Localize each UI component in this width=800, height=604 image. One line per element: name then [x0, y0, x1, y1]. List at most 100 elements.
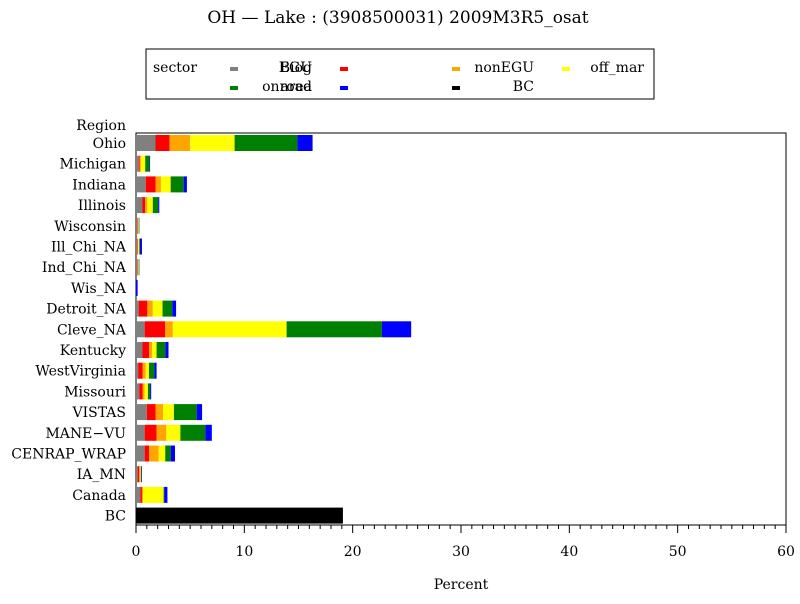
bar-detroit-na-off-mar	[153, 301, 163, 317]
bar-canada-egu	[140, 487, 142, 503]
y-tick-label-vistas: VISTAS	[71, 405, 126, 421]
bar-westvirginia-nonegu	[143, 363, 146, 379]
legend-label-nonegu: nonEGU	[474, 60, 534, 76]
bar-wisconsin-biog	[136, 218, 137, 234]
bar-mane-vu-off-mar	[166, 425, 180, 441]
bar-canada-off-mar	[143, 487, 164, 503]
legend-swatch-nonegu	[452, 67, 460, 71]
bar-vistas-area	[197, 404, 202, 420]
y-tick-label-cenrap-wrap: CENRAP_WRAP	[11, 447, 126, 463]
bar-canada-biog	[136, 487, 140, 503]
bar-canada-nonegu	[142, 487, 143, 503]
bar-wisconsin-nonegu	[138, 218, 139, 234]
y-tick-label-ohio: Ohio	[93, 136, 126, 152]
y-tick-label-wisconsin: Wisconsin	[54, 219, 126, 235]
bar-missouri-egu	[139, 383, 142, 399]
bar-ill-chi-na-egu	[137, 239, 138, 255]
bar-cleve-na-area	[382, 321, 411, 337]
bar-mane-vu-biog	[136, 425, 145, 441]
bar-cenrap-wrap-egu	[145, 446, 149, 462]
x-axis-label: Percent	[434, 577, 489, 593]
bar-kentucky-area	[165, 342, 168, 358]
bar-ill-chi-na-nonegu	[138, 239, 139, 255]
legend-swatch-onroad	[230, 86, 238, 90]
bar-bc-bc	[136, 508, 343, 524]
y-axis-label: Region	[76, 118, 126, 134]
bar-westvirginia-biog	[136, 363, 138, 379]
bar-kentucky-biog	[136, 342, 143, 358]
bar-westvirginia-off-mar	[146, 363, 149, 379]
bar-ia-mn-egu	[138, 466, 140, 482]
legend-swatch-egu	[340, 67, 348, 71]
bar-cenrap-wrap-nonegu	[149, 446, 159, 462]
bar-ind-chi-na-onroad	[139, 259, 140, 275]
bar-missouri-off-mar	[145, 383, 148, 399]
bar-ill-chi-na-off-mar	[138, 239, 139, 255]
bar-illinois-off-mar	[147, 197, 152, 213]
bar-ind-chi-na-biog	[136, 259, 137, 275]
legend-label-egu: EGU	[279, 60, 312, 76]
bar-indiana-off-mar	[161, 176, 171, 192]
bar-michigan-area	[150, 156, 151, 172]
bar-wisconsin-onroad	[139, 218, 140, 234]
bar-vistas-off-mar	[163, 404, 174, 420]
bar-canada-onroad	[164, 487, 165, 503]
bar-cleve-na-egu	[145, 321, 166, 337]
bar-missouri-onroad	[148, 383, 150, 399]
x-tick-label-60: 60	[777, 544, 795, 560]
bar-ill-chi-na-onroad	[139, 239, 140, 255]
legend-swatch-off-mar	[562, 67, 570, 71]
y-tick-label-ind-chi-na: Ind_Chi_NA	[42, 260, 127, 276]
y-tick-label-missouri: Missouri	[64, 384, 126, 400]
bar-ohio-nonegu	[170, 135, 191, 151]
legend-label-bc: BC	[513, 79, 534, 95]
bar-missouri-nonegu	[143, 383, 145, 399]
bar-indiana-biog	[136, 176, 146, 192]
bar-cleve-na-nonegu	[165, 321, 173, 337]
x-tick-label-50: 50	[669, 544, 687, 560]
y-tick-label-mane-vu: MANE−VU	[45, 426, 126, 442]
bar-michigan-onroad	[145, 156, 149, 172]
y-tick-label-cleve-na: Cleve_NA	[57, 322, 127, 338]
bar-michigan-off-mar	[141, 156, 145, 172]
y-tick-label-indiana: Indiana	[72, 177, 126, 193]
bar-michigan-nonegu	[140, 156, 141, 172]
bar-detroit-na-onroad	[163, 301, 173, 317]
bar-indiana-nonegu	[156, 176, 161, 192]
bar-ia-mn-area	[141, 466, 142, 482]
legend-title: sector	[153, 60, 197, 76]
bar-vistas-biog	[136, 404, 147, 420]
bar-kentucky-off-mar	[152, 342, 156, 358]
y-tick-label-canada: Canada	[72, 488, 126, 504]
bar-detroit-na-area	[172, 301, 176, 317]
bar-wisconsin-off-mar	[138, 218, 139, 234]
chart-title: OH — Lake : (3908500031) 2009M3R5_osat	[207, 8, 588, 28]
bar-michigan-biog	[136, 156, 139, 172]
bar-kentucky-nonegu	[149, 342, 152, 358]
bar-mane-vu-nonegu	[157, 425, 167, 441]
bar-cenrap-wrap-onroad	[165, 446, 170, 462]
bar-cleve-na-onroad	[287, 321, 382, 337]
bar-detroit-na-egu	[139, 301, 148, 317]
legend-label-area: area	[280, 79, 312, 95]
bar-ohio-area	[297, 135, 312, 151]
bar-kentucky-egu	[143, 342, 150, 358]
bar-cenrap-wrap-off-mar	[159, 446, 166, 462]
bar-mane-vu-onroad	[180, 425, 205, 441]
x-tick-label-20: 20	[344, 544, 362, 560]
legend-swatch-area	[340, 86, 348, 90]
bar-illinois-nonegu	[145, 197, 147, 213]
bar-ind-chi-na-egu	[137, 259, 138, 275]
legend-swatch-biog	[230, 67, 238, 71]
y-tick-label-ia-mn: IA_MN	[77, 467, 126, 483]
bar-cleve-na-biog	[136, 321, 145, 337]
x-tick-label-40: 40	[560, 544, 578, 560]
bar-missouri-area	[150, 383, 151, 399]
bar-missouri-biog	[136, 383, 139, 399]
bar-wis-na-area	[136, 280, 138, 296]
bar-westvirginia-egu	[138, 363, 142, 379]
bar-ohio-onroad	[235, 135, 298, 151]
x-tick-label-30: 30	[452, 544, 470, 560]
bar-indiana-onroad	[171, 176, 184, 192]
